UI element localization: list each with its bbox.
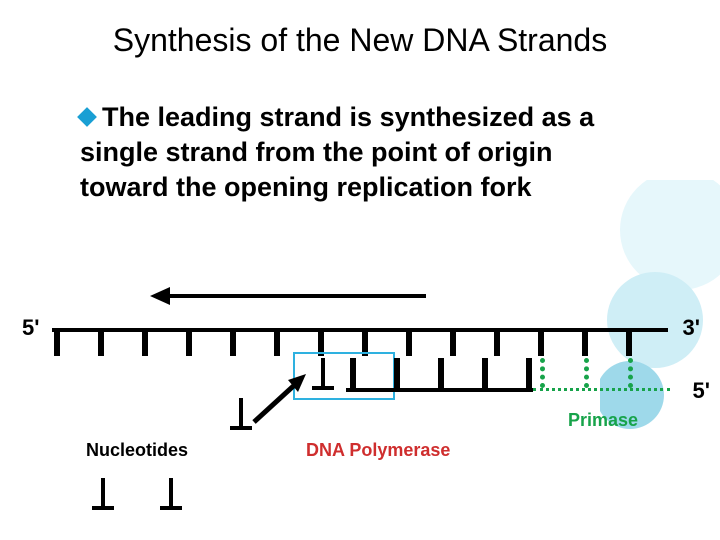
leading-strand-line	[346, 388, 533, 392]
five-prime-right-label: 5'	[693, 378, 710, 404]
polymerase-caption: DNA Polymerase	[306, 440, 450, 461]
primer-strand-line	[533, 388, 670, 391]
five-prime-left-label: 5'	[22, 315, 39, 341]
nucleotides-caption: Nucleotides	[86, 440, 188, 461]
nucleotide-pointer-arrow-icon	[248, 368, 318, 428]
body-rest: leading strand is synthesized as a singl…	[80, 102, 594, 202]
bullet-diamond-icon	[77, 107, 97, 127]
body-text: The leading strand is synthesized as a s…	[80, 100, 620, 205]
three-prime-right-label: 3'	[683, 315, 700, 341]
body-lead: The	[102, 102, 150, 132]
dna-diagram: 5' 3' 5'	[0, 270, 720, 530]
primase-caption: Primase	[568, 410, 638, 431]
slide-title: Synthesis of the New DNA Strands	[0, 0, 720, 59]
synthesis-direction-arrow-icon	[150, 284, 430, 308]
